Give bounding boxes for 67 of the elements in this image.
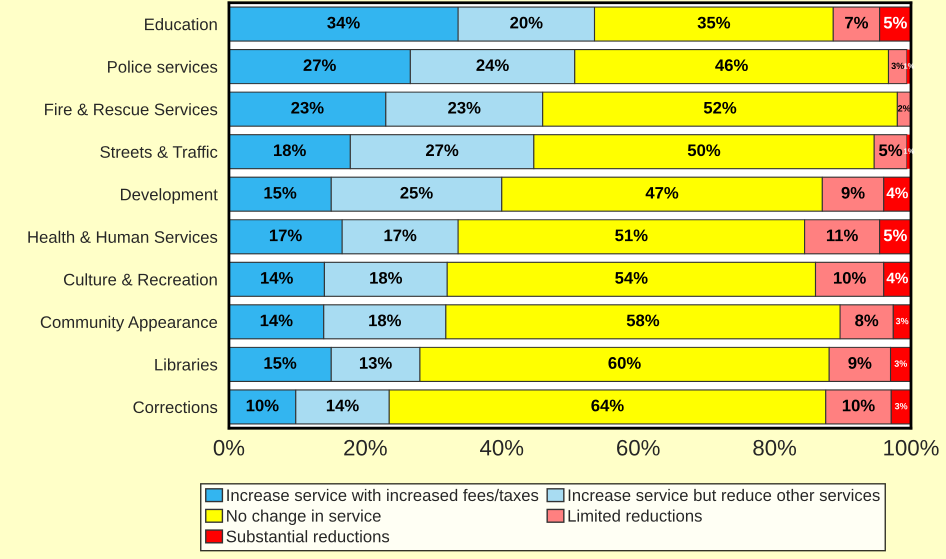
data-label: 34% bbox=[327, 16, 360, 29]
data-label: 54% bbox=[615, 272, 648, 284]
y-tick-label: Streets & Traffic bbox=[100, 146, 218, 158]
x-tick-label: 40% bbox=[480, 440, 524, 456]
data-label: 14% bbox=[261, 272, 293, 284]
legend-label: Increase service with increased fees/taxes bbox=[227, 488, 538, 502]
y-tick-label: Education bbox=[145, 18, 217, 30]
data-label: 4% bbox=[886, 188, 908, 198]
y-tick-label: Corrections bbox=[133, 400, 218, 414]
data-label: 4% bbox=[886, 272, 908, 284]
data-label: 60% bbox=[608, 357, 641, 369]
data-label: 3% bbox=[896, 318, 908, 324]
data-label: 10% bbox=[842, 400, 875, 412]
y-tick-label: Police services bbox=[108, 60, 218, 73]
data-label: 11% bbox=[826, 229, 858, 242]
data-label: 18% bbox=[370, 272, 402, 284]
legend-label: Increase service but reduce other services bbox=[568, 488, 880, 502]
x-tick-label: 80% bbox=[753, 440, 796, 456]
y-tick-label: Libraries bbox=[155, 358, 218, 371]
legend-label: No change in service bbox=[227, 510, 381, 526]
data-label: 23% bbox=[291, 102, 324, 114]
data-label: 58% bbox=[626, 314, 660, 326]
x-tick-label: 100% bbox=[884, 440, 939, 456]
data-label: 5% bbox=[884, 16, 907, 29]
data-label: 20% bbox=[510, 16, 543, 29]
data-label: 9% bbox=[848, 357, 872, 369]
data-label: 64% bbox=[591, 400, 624, 412]
legend-label: Substantial reductions bbox=[226, 530, 390, 542]
data-label: 14% bbox=[326, 400, 359, 412]
data-label: 10% bbox=[834, 272, 866, 284]
x-tick-label: 0% bbox=[214, 440, 244, 456]
y-tick-label: Health & Human Services bbox=[28, 230, 218, 243]
data-label: 8% bbox=[855, 314, 878, 326]
data-label: 3% bbox=[894, 402, 908, 410]
data-label: 17% bbox=[270, 229, 302, 242]
legend-label: Limited reductions bbox=[568, 510, 702, 522]
y-tick-label: Fire & Rescue Services bbox=[45, 103, 218, 116]
data-label: 7% bbox=[845, 16, 868, 29]
data-label: 3% bbox=[891, 62, 904, 70]
data-label: 35% bbox=[698, 16, 730, 29]
data-label: 9% bbox=[842, 186, 865, 199]
y-tick-label: Development bbox=[120, 188, 218, 204]
data-label: 27% bbox=[304, 59, 336, 72]
data-label: 15% bbox=[264, 186, 296, 199]
data-label: 27% bbox=[426, 144, 458, 156]
data-label: 23% bbox=[448, 102, 480, 114]
data-label: 50% bbox=[688, 144, 720, 156]
data-label: 5% bbox=[884, 229, 907, 242]
data-label: 47% bbox=[646, 186, 678, 199]
data-label: 10% bbox=[246, 400, 279, 412]
data-label: 51% bbox=[615, 229, 648, 242]
data-label: 15% bbox=[264, 357, 296, 369]
data-label: 18% bbox=[274, 144, 306, 156]
data-label: 14% bbox=[260, 314, 293, 326]
data-label: 13% bbox=[360, 357, 392, 369]
y-tick-label: Culture & Recreation bbox=[64, 273, 217, 286]
x-tick-label: 60% bbox=[617, 440, 660, 456]
y-tick-label: Community Appearance bbox=[40, 316, 218, 332]
data-label: 5% bbox=[879, 144, 902, 156]
data-label: 46% bbox=[715, 59, 748, 72]
data-label: 52% bbox=[704, 102, 736, 114]
data-label: 18% bbox=[369, 314, 402, 326]
data-label: 25% bbox=[400, 186, 433, 199]
data-label: 17% bbox=[384, 229, 416, 242]
data-label: 3% bbox=[894, 360, 908, 367]
data-label: 24% bbox=[476, 59, 509, 72]
x-tick-label: 20% bbox=[344, 440, 387, 456]
